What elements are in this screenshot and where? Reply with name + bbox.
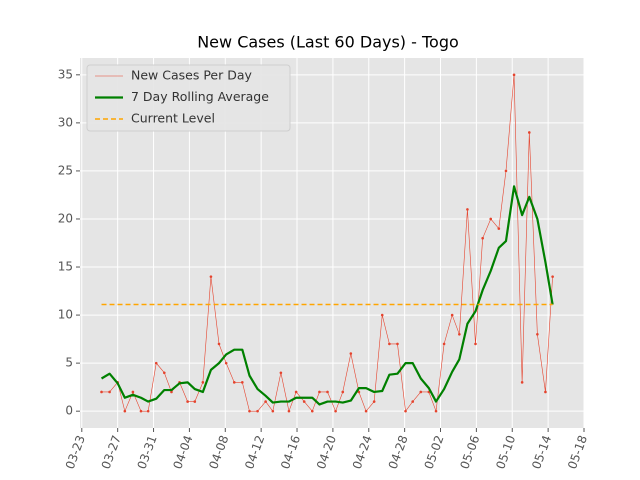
point <box>520 381 524 384</box>
point <box>442 342 446 346</box>
point <box>326 390 329 394</box>
y-tick-label: 0 <box>65 404 73 418</box>
point <box>388 342 391 346</box>
point <box>450 313 454 317</box>
point <box>536 332 539 336</box>
point <box>224 361 228 365</box>
point <box>123 409 127 413</box>
point <box>264 400 267 403</box>
x-tick-label: 03-23 <box>63 433 88 471</box>
x-tick-label: 05-06 <box>457 433 482 471</box>
x-tick-label: 04-04 <box>170 433 195 471</box>
legend-label: Current Level <box>131 111 215 126</box>
point <box>372 400 376 403</box>
point <box>357 390 361 394</box>
y-tick-label: 25 <box>58 163 73 177</box>
point <box>271 409 275 413</box>
point <box>294 390 298 394</box>
y-tick-label: 20 <box>58 211 73 225</box>
point <box>544 390 547 394</box>
y-tick-label: 10 <box>58 308 73 322</box>
legend-label: 7 Day Rolling Average <box>131 89 269 104</box>
point <box>349 352 353 355</box>
point <box>217 342 221 346</box>
point <box>146 409 150 413</box>
chart-title: New Cases (Last 60 Days) - Togo <box>197 33 459 52</box>
point <box>458 332 461 336</box>
point <box>162 371 166 375</box>
point <box>318 390 321 394</box>
point <box>256 409 259 413</box>
point <box>551 275 554 278</box>
x-tick-label: 04-12 <box>242 433 267 471</box>
point <box>341 390 345 394</box>
point <box>380 313 384 317</box>
y-tick-label: 15 <box>58 260 73 274</box>
x-tick-label: 05-18 <box>565 433 590 471</box>
point <box>404 409 407 413</box>
x-tick-label: 04-16 <box>278 433 303 471</box>
x-tick-label: 04-08 <box>206 433 231 471</box>
point <box>232 381 236 384</box>
point <box>248 409 251 413</box>
point <box>302 400 306 403</box>
x-tick-label: 05-02 <box>422 433 447 471</box>
point <box>279 371 283 375</box>
point <box>334 409 337 413</box>
x-tick-label: 04-28 <box>386 433 411 471</box>
x-tick-label: 04-20 <box>314 433 339 471</box>
point <box>497 227 501 230</box>
y-tick-label: 30 <box>58 115 73 129</box>
legend-label: New Cases Per Day <box>131 68 252 83</box>
x-tick-label: 05-14 <box>529 433 554 471</box>
point <box>434 409 438 413</box>
point <box>504 169 508 173</box>
point <box>287 409 291 413</box>
point <box>186 400 189 403</box>
point <box>201 381 205 384</box>
point <box>419 390 423 394</box>
point <box>139 409 143 413</box>
point <box>474 342 477 346</box>
x-tick-label: 05-10 <box>493 433 518 471</box>
point <box>466 208 469 211</box>
point <box>481 236 484 240</box>
point <box>396 342 399 346</box>
point <box>170 390 173 394</box>
point <box>154 361 158 365</box>
point <box>108 390 111 394</box>
point <box>209 275 213 278</box>
point <box>489 217 493 221</box>
point <box>364 409 368 413</box>
point <box>411 400 415 403</box>
x-tick-label: 03-31 <box>135 433 160 471</box>
x-tick-label: 04-24 <box>350 433 375 471</box>
point <box>193 400 197 403</box>
y-tick-label: 5 <box>65 356 73 370</box>
legend-box <box>86 64 291 132</box>
point <box>310 409 314 413</box>
x-tick-label: 03-27 <box>99 433 124 471</box>
point <box>241 381 244 384</box>
point <box>131 390 135 394</box>
point <box>527 131 531 134</box>
y-tick-label: 35 <box>58 67 73 81</box>
point <box>100 390 103 394</box>
point <box>512 73 516 77</box>
